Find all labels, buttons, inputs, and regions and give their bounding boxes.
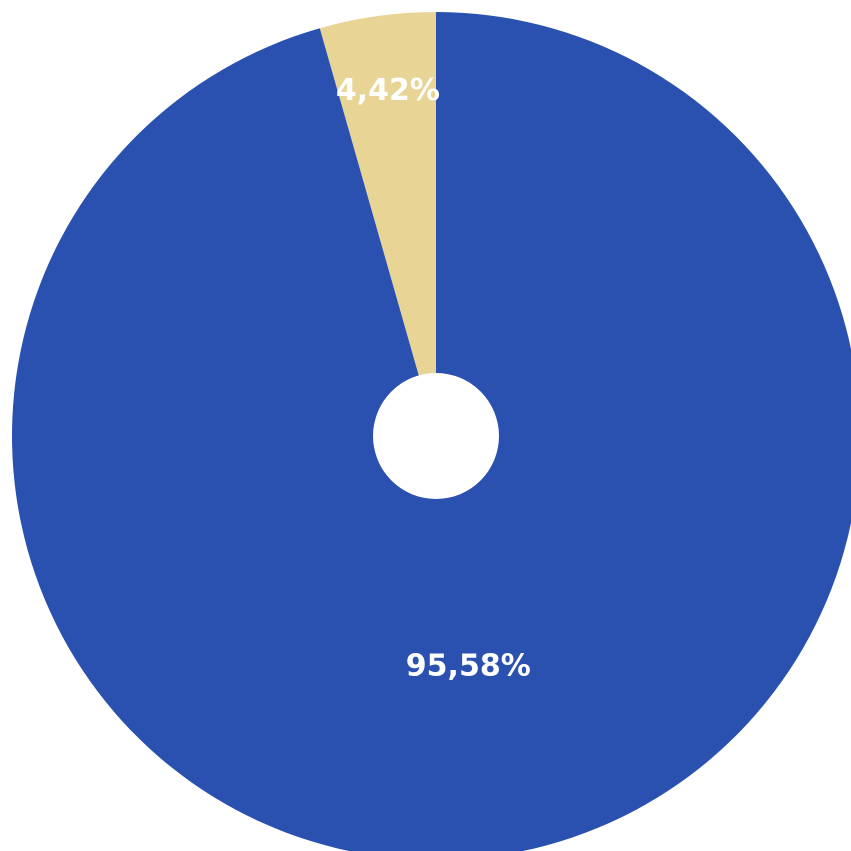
pie-slice-1 (319, 12, 436, 436)
labels-group: 4,42% 95,58% (336, 73, 531, 683)
donut-hole (373, 373, 499, 499)
slice-label-1: 4,42% (336, 73, 440, 108)
slice-label-0: 95,58% (406, 648, 531, 683)
